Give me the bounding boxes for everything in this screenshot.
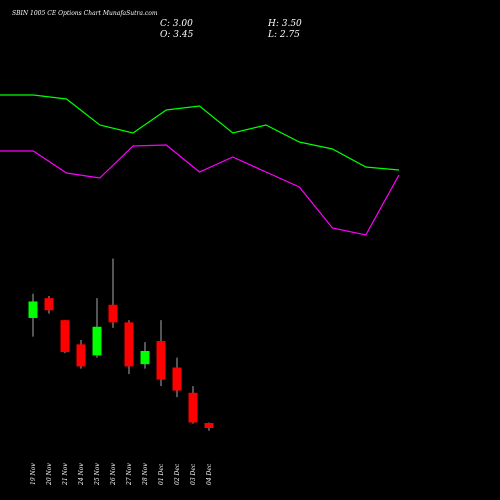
x-tick-label: 24 Nov: [78, 463, 85, 486]
candle-body: [76, 344, 86, 367]
indicator-line: [0, 94, 400, 171]
candle-body: [44, 298, 54, 311]
candle-body: [156, 341, 166, 380]
candle-body: [124, 322, 134, 367]
x-tick-label: 26 Nov: [110, 463, 117, 486]
x-tick-label: 27 Nov: [126, 463, 133, 486]
ohlc-info: C: 3.00: [160, 19, 193, 29]
x-tick-label: 20 Nov: [46, 463, 53, 486]
x-tick-label: 28 Nov: [142, 463, 149, 486]
x-tick-label: 19 Nov: [30, 463, 37, 485]
chart-title: SBIN 1005 CE Options Chart MunafaSutra.c…: [12, 10, 158, 17]
candle-body: [28, 301, 38, 318]
ohlc-info: L: 2.75: [267, 30, 300, 40]
candle-body: [188, 392, 198, 423]
x-tick-label: 25 Nov: [94, 463, 101, 486]
candle-body: [140, 350, 150, 365]
x-tick-label: 03 Dec: [190, 463, 197, 485]
x-tick-label: 01 Dec: [158, 463, 165, 485]
ohlc-info: H: 3.50: [267, 19, 302, 29]
indicator-line: [0, 144, 400, 236]
candle-body: [92, 326, 102, 356]
x-tick-label: 02 Dec: [174, 463, 181, 485]
candle-body: [204, 423, 214, 428]
ohlc-info: O: 3.45: [160, 30, 194, 40]
x-tick-label: 04 Dec: [206, 463, 213, 485]
x-tick-label: 21 Nov: [62, 463, 69, 486]
candle-body: [60, 320, 70, 353]
candle-body: [108, 304, 118, 323]
candle-body: [172, 367, 182, 391]
